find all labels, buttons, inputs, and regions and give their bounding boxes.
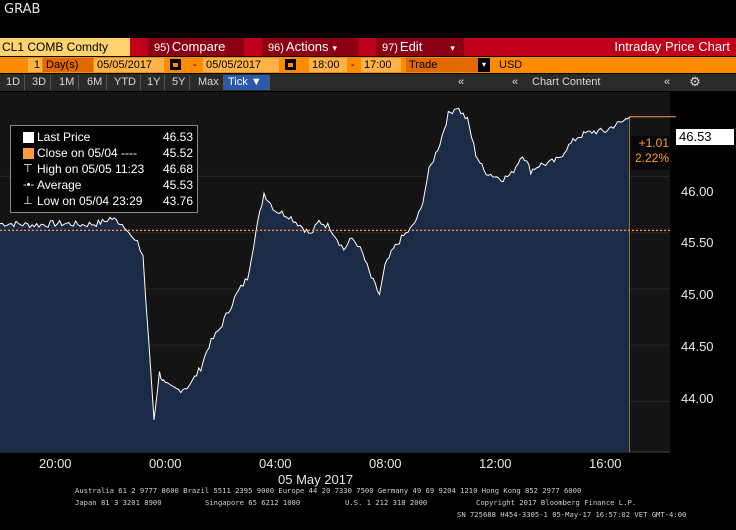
- legend-low-value: 43.76: [162, 194, 193, 208]
- start-calendar-icon[interactable]: [170, 59, 181, 70]
- compare-number: 95): [154, 42, 170, 54]
- compare-label: Compare: [171, 39, 226, 54]
- collapse-left-icon[interactable]: «: [458, 76, 465, 88]
- legend-average-value: 45.53: [162, 178, 193, 192]
- footer-line2b: Singapore 65 6212 1000: [205, 498, 301, 507]
- y-tick-45-00: 45.00: [681, 287, 714, 302]
- time-separator: -: [351, 59, 355, 71]
- interval-select[interactable]: Tick ▼: [224, 75, 270, 90]
- low-marker-icon: ⊥: [23, 195, 33, 207]
- legend-close[interactable]: Close on 05/04 ---- 45.52: [11, 146, 199, 161]
- chart-content-expand-icon[interactable]: «: [512, 76, 519, 88]
- range-max[interactable]: Max: [194, 75, 224, 90]
- panel-title: Intraday Price Chart: [614, 39, 730, 54]
- change-abs: +1.01: [638, 136, 669, 150]
- edit-dropdown-icon: ▾: [450, 43, 455, 53]
- x-tick-0000: 00:00: [149, 456, 182, 471]
- chart-legend[interactable]: Last Price 46.53 Close on 05/04 ---- 45.…: [10, 125, 198, 213]
- legend-average-label: Average: [37, 178, 82, 192]
- last-price-marker: [629, 116, 676, 452]
- range-1d[interactable]: 1D: [2, 75, 26, 90]
- interval-label: Tick: [228, 76, 248, 88]
- range-1y[interactable]: 1Y: [143, 75, 166, 90]
- y-tick-44-00: 44.00: [681, 391, 714, 406]
- interval-dropdown-icon: ▼: [250, 76, 262, 88]
- x-tick-2000: 20:00: [39, 456, 72, 471]
- range-ytd[interactable]: YTD: [110, 75, 141, 90]
- edit-button[interactable]: 97) Edit ▾: [376, 38, 464, 56]
- legend-close-label: Close on 05/04 ----: [37, 146, 138, 160]
- last-price-tag: 46.53: [676, 129, 734, 145]
- start-date-field[interactable]: 05/05/2017: [94, 58, 164, 72]
- legend-high-label: High on 05/05 11:23: [37, 162, 145, 176]
- gear-icon[interactable]: ⚙: [689, 74, 701, 89]
- legend-last-price[interactable]: Last Price 46.53: [11, 130, 199, 145]
- date-separator: -: [193, 59, 197, 71]
- legend-low[interactable]: ⊥ Low on 05/04 23:29 43.76: [11, 194, 199, 209]
- price-line: [0, 107, 631, 420]
- legend-close-value: 45.52: [162, 146, 193, 160]
- y-tick-46-00: 46.00: [681, 184, 714, 199]
- x-tick-1600: 16:00: [589, 456, 622, 471]
- high-marker-icon: ⊤: [23, 163, 33, 175]
- period-count-field[interactable]: 1: [28, 58, 42, 72]
- footer-line3: SN 725688 H454-3305-1 05-May-17 16:57:02…: [457, 510, 687, 519]
- actions-dropdown-icon: ▾: [332, 43, 338, 53]
- actions-label: Actions: [285, 39, 329, 54]
- footer-line2c: U.S. 1 212 318 2000: [345, 498, 428, 507]
- collapse-right-icon[interactable]: «: [664, 76, 671, 88]
- close-swatch: [23, 148, 34, 159]
- compare-button[interactable]: 95) Compare: [148, 38, 244, 56]
- price-area: [0, 108, 630, 453]
- x-tick-0800: 08:00: [369, 456, 402, 471]
- field-dropdown-icon[interactable]: ▾: [478, 58, 490, 72]
- currency-label[interactable]: USD: [499, 59, 523, 71]
- legend-high[interactable]: ⊤ High on 05/05 11:23 46.68: [11, 162, 199, 177]
- legend-low-label: Low on 05/04 23:29: [37, 194, 143, 208]
- change-box: +1.01 2.22%: [631, 136, 671, 170]
- ticker-field[interactable]: CL1 COMB Comdty: [0, 38, 130, 56]
- change-pct: 2.22%: [634, 151, 669, 165]
- field-select[interactable]: Trade: [406, 58, 478, 72]
- end-calendar-icon[interactable]: [285, 59, 296, 70]
- footer-line2a: Japan 81 3 3201 8900: [75, 498, 162, 507]
- range-5y[interactable]: 5Y: [168, 75, 191, 90]
- legend-last-price-label: Last Price: [37, 130, 91, 144]
- edit-label: Edit: [399, 39, 423, 54]
- range-6m[interactable]: 6M: [83, 75, 108, 90]
- actions-button[interactable]: 96) Actions ▾: [262, 38, 358, 56]
- range-bar: [0, 74, 736, 91]
- x-tick-0400: 04:00: [259, 456, 292, 471]
- range-3d[interactable]: 3D: [28, 75, 52, 90]
- x-tick-1200: 12:00: [479, 456, 512, 471]
- x-date-label: 05 May 2017: [278, 472, 354, 487]
- average-marker-icon: -•-: [23, 179, 35, 191]
- start-time-field[interactable]: 18:00: [309, 58, 347, 72]
- last-price-swatch: [23, 132, 34, 143]
- range-1m[interactable]: 1M: [55, 75, 80, 90]
- footer-line1: Australia 61 2 9777 8600 Brazil 5511 239…: [75, 486, 582, 495]
- y-tick-44-50: 44.50: [681, 339, 714, 354]
- y-tick-45-50: 45.50: [681, 235, 714, 250]
- chart-content-button[interactable]: Chart Content: [532, 76, 601, 88]
- end-time-field[interactable]: 17:00: [361, 58, 401, 72]
- window-title: GRAB: [4, 2, 41, 17]
- period-unit-select[interactable]: Day(s): [43, 58, 93, 72]
- edit-number: 97): [382, 42, 398, 54]
- actions-number: 96): [268, 42, 284, 54]
- legend-average[interactable]: -•- Average 45.53: [11, 178, 199, 193]
- end-date-field[interactable]: 05/05/2017: [203, 58, 279, 72]
- legend-last-price-value: 46.53: [162, 130, 193, 144]
- footer-line2d: Copyright 2017 Bloomberg Finance L.P.: [476, 498, 637, 507]
- legend-high-value: 46.68: [162, 162, 193, 176]
